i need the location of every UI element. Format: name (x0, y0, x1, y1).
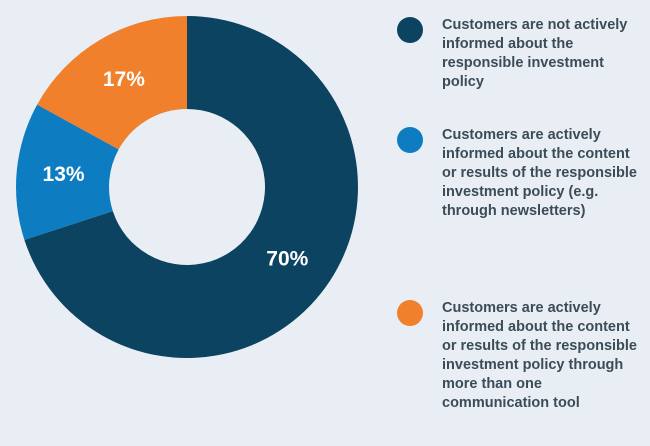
legend-swatch (397, 17, 423, 43)
donut-chart: 70% 13% 17% (16, 16, 359, 358)
legend-label: Customers are not actively informed abou… (442, 17, 628, 90)
donut-segment (37, 16, 188, 150)
legend-label: Customers are actively informed about th… (442, 300, 637, 411)
donut-segment (16, 104, 119, 240)
legend-swatch (397, 300, 423, 326)
data-label: 70% (266, 247, 308, 270)
legend-swatch (397, 127, 423, 153)
legend-label: Customers are actively informed about th… (442, 127, 637, 219)
donut-segment (24, 16, 359, 358)
data-label: 13% (43, 163, 85, 186)
data-label: 17% (103, 68, 145, 91)
